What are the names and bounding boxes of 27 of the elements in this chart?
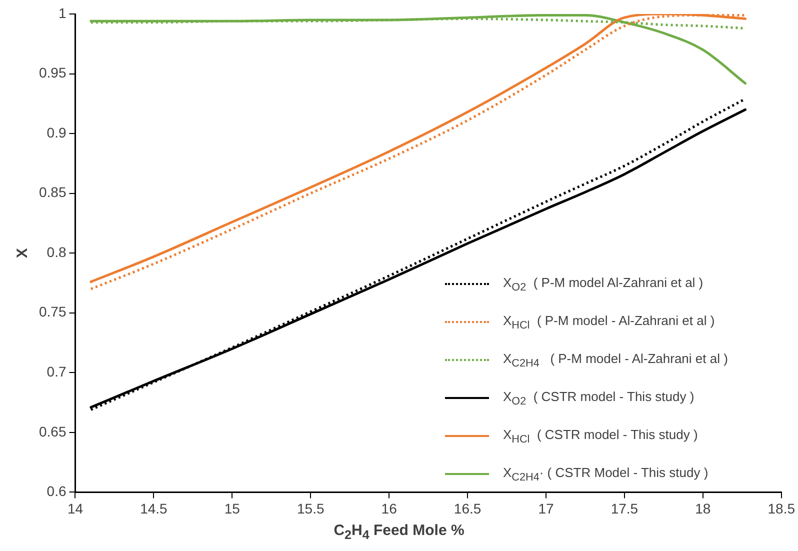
x-tick-label: 15 <box>224 500 240 516</box>
y-tick-label: 0.8 <box>46 244 66 260</box>
legend-label: X$_{C2H4}$· ( CSTR Model - This study ) <box>503 464 708 484</box>
legend-label: X$_{O2}$ ( CSTR model - This study ) <box>503 388 694 408</box>
y-tick-label: 0.75 <box>39 304 66 320</box>
y-tick-label: 0.9 <box>46 124 66 140</box>
x-tick-label: 16 <box>381 500 398 516</box>
x-tick-label: 14 <box>67 500 84 516</box>
legend-label: X$_{HCl}$ ( CSTR model - This study ) <box>503 426 698 446</box>
legend-label: X$_{C2H4}$ ( P-M model - Al-Zahrani et al ) <box>503 350 728 370</box>
x-tick-label: 15.5 <box>297 500 324 516</box>
x-tick-label: 18 <box>695 500 711 516</box>
x-axis-title: C$_{2}$H$_{4}$ Feed Mole % <box>332 522 466 542</box>
x-tick-label: 17 <box>538 500 554 516</box>
legend-label: X$_{O2}$ ( P-M model Al-Zahrani et al ) <box>503 274 704 294</box>
y-tick-label: 1 <box>58 4 66 21</box>
x-tick-label: 17.5 <box>610 500 638 516</box>
y-axis-title: X <box>14 248 32 258</box>
x-tick-label: 16.5 <box>454 500 482 516</box>
x-tick-label: 18.5 <box>768 500 796 516</box>
y-tick-label: 0.6 <box>46 483 66 500</box>
y-tick-label: 0.95 <box>39 64 66 81</box>
y-tick-label: 0.7 <box>46 364 66 380</box>
y-tick-label: 0.85 <box>39 184 66 200</box>
y-tick-label: 0.65 <box>39 423 66 440</box>
x-tick-label: 14.5 <box>140 500 168 516</box>
legend-label: X$_{HCl}$ ( P-M model - Al-Zahrani et al ) <box>503 312 715 332</box>
